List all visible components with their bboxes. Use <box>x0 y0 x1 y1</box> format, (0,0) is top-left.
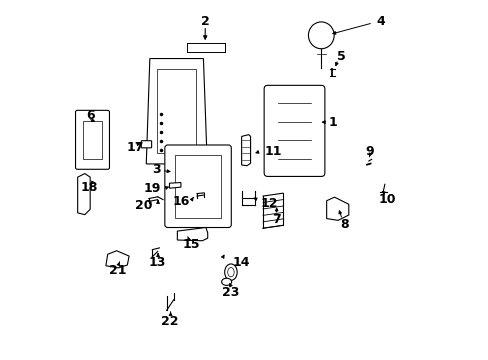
Text: 13: 13 <box>148 256 165 269</box>
Text: 3: 3 <box>152 163 160 176</box>
Polygon shape <box>78 174 90 215</box>
Text: 17: 17 <box>126 141 144 154</box>
Bar <box>157 69 196 153</box>
FancyBboxPatch shape <box>75 111 109 169</box>
Polygon shape <box>177 228 207 241</box>
Polygon shape <box>169 183 181 188</box>
Text: 21: 21 <box>109 264 126 276</box>
Polygon shape <box>241 135 250 166</box>
Text: 23: 23 <box>221 286 239 299</box>
Text: 10: 10 <box>378 193 395 206</box>
Text: 19: 19 <box>143 183 160 195</box>
Text: 12: 12 <box>260 197 278 210</box>
Text: 15: 15 <box>182 238 199 251</box>
Text: 18: 18 <box>80 181 98 194</box>
Ellipse shape <box>224 264 237 280</box>
Text: 22: 22 <box>161 315 178 328</box>
Text: 14: 14 <box>232 256 249 269</box>
Polygon shape <box>146 59 206 164</box>
FancyBboxPatch shape <box>264 85 324 176</box>
Text: 4: 4 <box>376 14 385 27</box>
Text: 11: 11 <box>264 145 281 158</box>
Text: 20: 20 <box>135 198 152 212</box>
Bar <box>82 121 102 158</box>
Text: 5: 5 <box>337 50 346 63</box>
Text: 1: 1 <box>328 116 337 129</box>
Polygon shape <box>326 197 348 220</box>
Text: 7: 7 <box>272 213 281 226</box>
Ellipse shape <box>227 267 234 277</box>
Bar <box>175 155 221 217</box>
Polygon shape <box>106 251 129 268</box>
Text: 9: 9 <box>365 145 373 158</box>
Text: 6: 6 <box>86 109 95 122</box>
Text: 8: 8 <box>340 218 348 231</box>
Text: 16: 16 <box>172 195 190 208</box>
FancyBboxPatch shape <box>141 141 151 148</box>
Text: 2: 2 <box>201 14 209 27</box>
FancyBboxPatch shape <box>164 145 231 228</box>
Ellipse shape <box>308 22 333 49</box>
Ellipse shape <box>221 278 231 285</box>
